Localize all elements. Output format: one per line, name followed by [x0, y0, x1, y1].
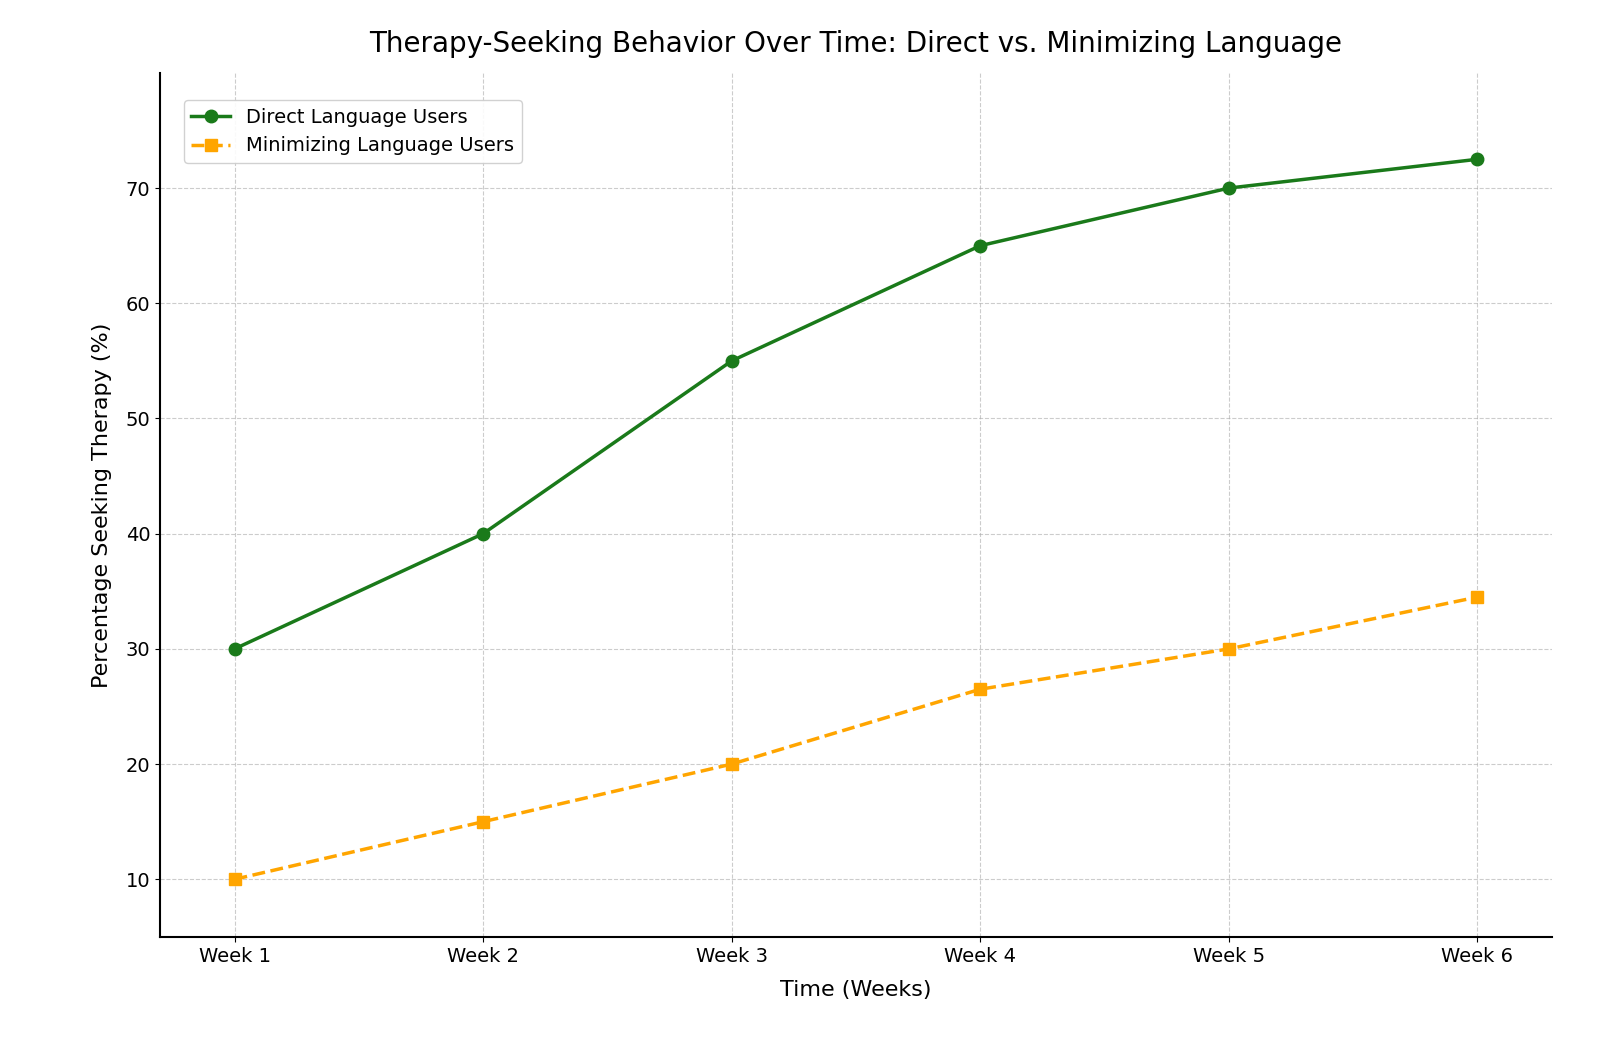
Minimizing Language Users: [1219, 642, 1238, 655]
Legend: Direct Language Users, Minimizing Language Users: Direct Language Users, Minimizing Langua…: [184, 100, 522, 163]
Title: Therapy-Seeking Behavior Over Time: Direct vs. Minimizing Language: Therapy-Seeking Behavior Over Time: Dire…: [370, 30, 1342, 58]
Direct Language Users: [474, 528, 493, 540]
Minimizing Language Users: [226, 873, 245, 886]
Direct Language Users: [1467, 153, 1486, 166]
Minimizing Language Users: [474, 815, 493, 828]
Minimizing Language Users: [722, 758, 741, 770]
Minimizing Language Users: [971, 683, 990, 695]
Direct Language Users: [971, 239, 990, 252]
Minimizing Language Users: [1467, 591, 1486, 604]
Line: Minimizing Language Users: Minimizing Language Users: [229, 591, 1483, 886]
Direct Language Users: [1219, 182, 1238, 195]
X-axis label: Time (Weeks): Time (Weeks): [781, 980, 931, 999]
Direct Language Users: [722, 355, 741, 367]
Direct Language Users: [226, 642, 245, 655]
Line: Direct Language Users: Direct Language Users: [229, 153, 1483, 655]
Y-axis label: Percentage Seeking Therapy (%): Percentage Seeking Therapy (%): [91, 323, 112, 687]
